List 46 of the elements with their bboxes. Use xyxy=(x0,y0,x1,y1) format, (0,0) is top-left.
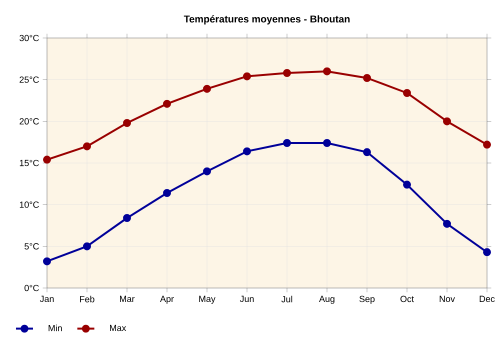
point xyxy=(483,248,491,256)
point xyxy=(363,74,371,82)
point xyxy=(83,142,91,150)
point xyxy=(43,257,51,266)
x-tick-label: Aug xyxy=(319,296,334,304)
x-tick-label: Jul xyxy=(281,296,292,302)
point xyxy=(163,189,171,197)
x-tick-label: Jun xyxy=(240,296,254,302)
point xyxy=(123,214,131,222)
point xyxy=(283,139,291,147)
y-tick-label: 30°C xyxy=(20,34,39,42)
point xyxy=(203,84,211,93)
point xyxy=(363,148,371,156)
x-tick-label: Jan xyxy=(40,296,54,302)
point xyxy=(443,220,451,228)
legend-label: Max xyxy=(110,324,126,332)
point xyxy=(403,180,411,189)
x-tick-label: Sep xyxy=(359,296,375,304)
point xyxy=(83,242,91,250)
x-tick-label: Nov xyxy=(440,296,455,302)
point xyxy=(283,69,291,77)
point xyxy=(443,117,451,126)
y-tick-label: 15°C xyxy=(20,160,39,166)
point xyxy=(163,100,171,108)
y-tick-label: 20°C xyxy=(20,118,39,125)
y-tick-label: 5°C xyxy=(24,243,39,250)
point xyxy=(123,119,131,127)
y-tick-label: 10°C xyxy=(20,201,39,208)
point xyxy=(203,167,211,176)
legend-label: Min xyxy=(48,324,62,332)
x-tick-label: May xyxy=(199,296,216,304)
x-tick-label: Dec xyxy=(480,296,495,302)
x-tick-label: Apr xyxy=(160,296,174,304)
y-tick-label: 0°C xyxy=(24,284,39,292)
x-tick-label: Mar xyxy=(120,296,135,302)
point xyxy=(483,140,491,149)
point xyxy=(243,72,251,80)
point xyxy=(323,67,331,76)
x-tick-label: Oct xyxy=(400,296,414,302)
x-tick-label: Feb xyxy=(80,296,94,302)
point xyxy=(43,156,51,164)
point xyxy=(243,147,251,156)
y-tick-label: 25°C xyxy=(20,76,39,83)
point xyxy=(323,139,331,147)
chart-title: Températures moyennes - Bhoutan xyxy=(184,15,350,24)
point xyxy=(403,89,411,97)
